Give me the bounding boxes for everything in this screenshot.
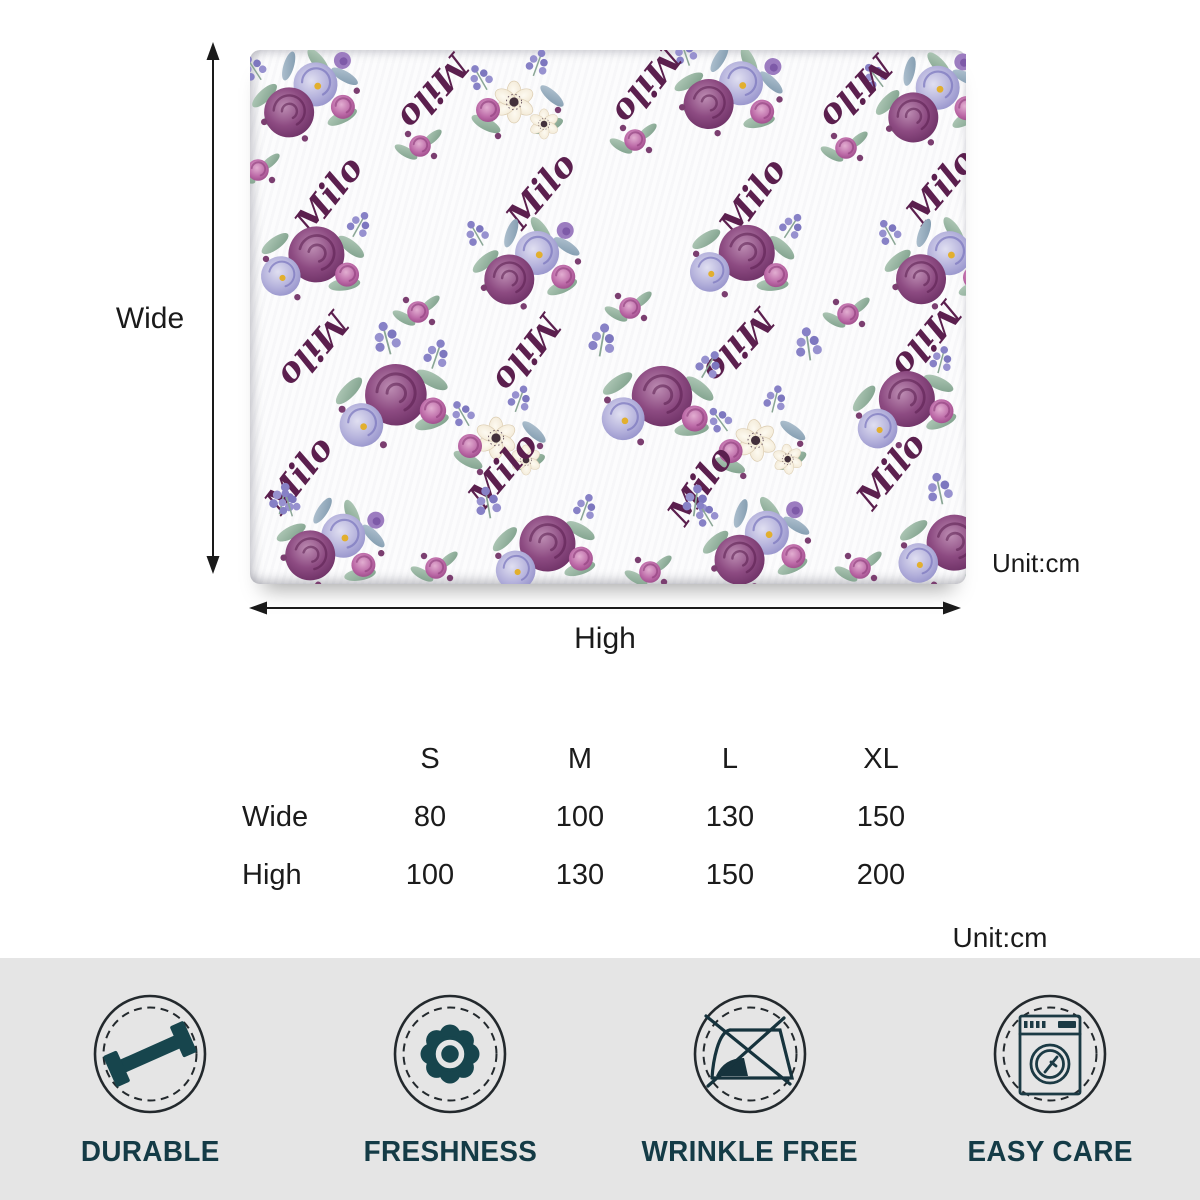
blanket-name-text: Milo bbox=[694, 299, 782, 391]
blanket-name-text: Milo bbox=[898, 141, 966, 233]
vertical-dimension-arrow bbox=[206, 42, 220, 574]
flower-cluster bbox=[464, 50, 567, 139]
feature-freshness: FRESHNESS bbox=[300, 958, 600, 1200]
washing-machine-icon bbox=[993, 994, 1107, 1114]
blanket-name-text: Milo bbox=[812, 50, 901, 137]
flower-cluster bbox=[250, 50, 368, 149]
lavender-sprig bbox=[922, 469, 956, 508]
table-unit-note: Unit:cm bbox=[952, 922, 1048, 953]
size-column-header: S bbox=[420, 742, 440, 775]
feature-easy-care: EASY CARE bbox=[900, 958, 1200, 1200]
dumbbell-icon bbox=[93, 994, 207, 1114]
lavender-sprig bbox=[585, 320, 620, 360]
flower-sprig bbox=[391, 293, 443, 329]
table-value: 150 bbox=[856, 800, 906, 833]
feature-durable: DURABLE bbox=[0, 958, 300, 1200]
blanket-name-text: Milo bbox=[286, 149, 371, 242]
wide-dimension-label: Wide bbox=[115, 302, 185, 335]
blanket-name-text: Milo bbox=[485, 305, 569, 399]
size-column-header: L bbox=[721, 742, 739, 775]
diagram-unit-note: Unit:cm bbox=[992, 548, 1081, 578]
blanket-pattern-svg: Milo Milo Milo Milo Milo Milo Milo Milo … bbox=[250, 50, 966, 584]
feature-wrinkle-free: WRINKLE FREE bbox=[600, 958, 900, 1200]
blanket-name-text: Milo bbox=[884, 292, 966, 385]
feature-label: FRESHNESS bbox=[363, 1136, 537, 1168]
flower-cluster bbox=[327, 334, 464, 453]
flower-sprig bbox=[833, 549, 885, 584]
flower-cluster bbox=[892, 487, 966, 584]
horizontal-dimension-arrow bbox=[249, 601, 961, 615]
arrowhead-up-icon bbox=[206, 42, 220, 60]
feature-label: EASY CARE bbox=[967, 1136, 1133, 1168]
table-row-label: Wide bbox=[242, 800, 309, 833]
flower-sprig bbox=[603, 289, 655, 325]
blanket-preview: Milo Milo Milo Milo Milo Milo Milo Milo … bbox=[250, 50, 966, 584]
blanket-name-text: Milo bbox=[270, 302, 357, 394]
table-value: 100 bbox=[555, 800, 605, 833]
blanket-name-text: Milo bbox=[390, 50, 477, 137]
size-column-header: XL bbox=[863, 742, 899, 775]
size-table: S M L XL Wide 80 100 130 150 High 100 13… bbox=[242, 730, 957, 904]
flower-sprig bbox=[409, 549, 461, 584]
no-iron-icon bbox=[693, 994, 807, 1114]
table-corner-cell bbox=[242, 730, 355, 788]
table-value: 150 bbox=[705, 858, 755, 891]
table-value: 130 bbox=[555, 858, 605, 891]
table-value: 100 bbox=[405, 858, 455, 891]
table-row-label: High bbox=[242, 858, 302, 891]
flower-sprig bbox=[250, 151, 282, 187]
table-value: 80 bbox=[413, 800, 447, 833]
table-value: 130 bbox=[705, 800, 755, 833]
arrowhead-right-icon bbox=[943, 601, 961, 615]
arrowhead-down-icon bbox=[206, 556, 220, 574]
feature-label: DURABLE bbox=[80, 1136, 220, 1168]
table-value: 200 bbox=[856, 858, 906, 891]
high-dimension-label: High bbox=[574, 622, 636, 655]
flower-sprig bbox=[821, 295, 873, 331]
features-strip: DURABLE FRESHNESS bbox=[0, 958, 1200, 1200]
flower-icon bbox=[393, 994, 507, 1114]
lavender-sprig bbox=[791, 324, 825, 364]
flower-sprig bbox=[623, 553, 675, 584]
size-column-header: M bbox=[567, 742, 593, 775]
lavender-sprig bbox=[368, 317, 405, 359]
feature-label: WRINKLE FREE bbox=[641, 1136, 859, 1168]
arrowhead-left-icon bbox=[249, 601, 267, 615]
flower-cluster bbox=[485, 489, 608, 584]
